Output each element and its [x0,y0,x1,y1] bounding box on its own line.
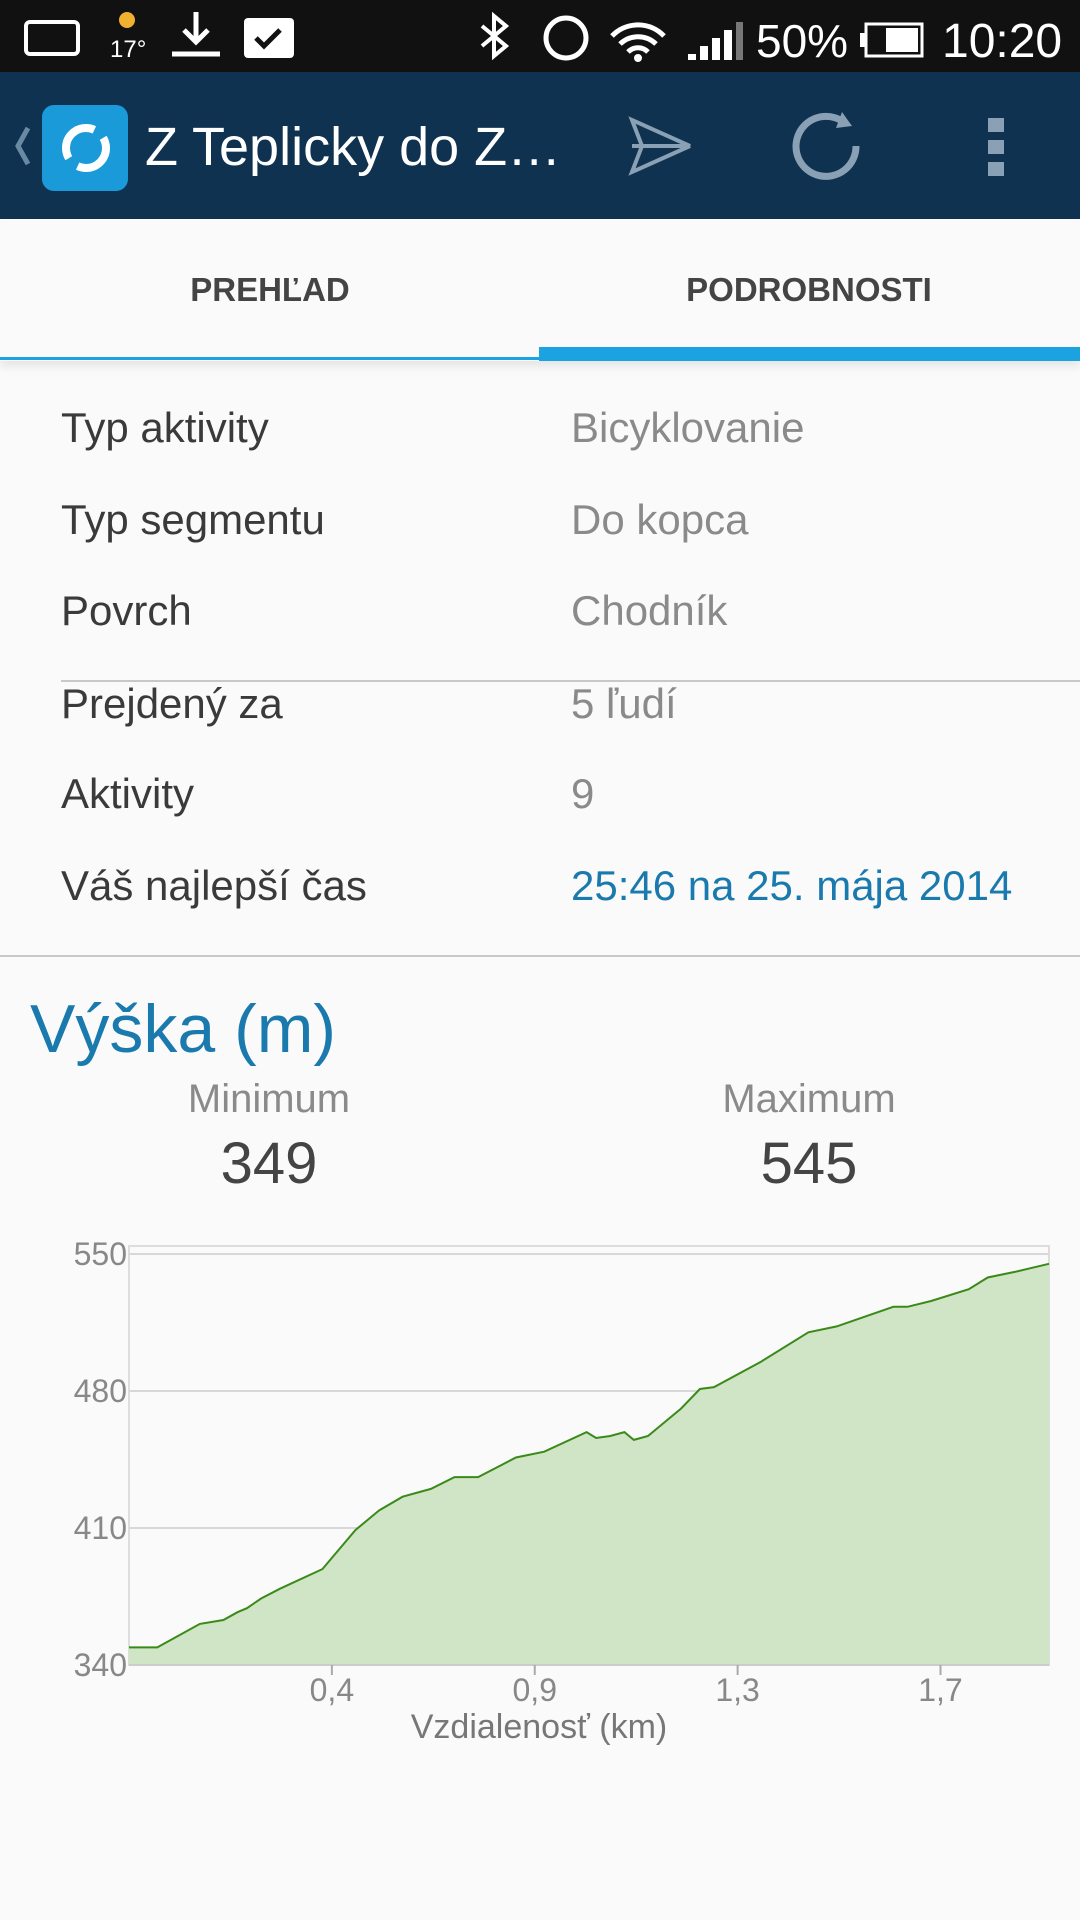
detail-value: Bicyklovanie [571,404,805,451]
detail-label: Prejdený za [61,680,283,727]
wifi-icon [610,22,666,54]
detail-label: Typ aktivity [61,404,269,451]
battery-tip [860,33,866,47]
detail-value: Do kopca [571,496,749,543]
menu-dot[interactable] [988,162,1004,176]
x-axis-label: Vzdialenosť (km) [411,1708,668,1746]
clock: 10:20 [942,15,1063,68]
y-tick-label: 410 [74,1510,127,1546]
refresh-arrow [836,112,852,128]
battery-percent: 50% [756,15,849,67]
tab-indicator [539,347,1080,361]
detail-value: 5 ľudí [571,680,677,727]
refresh-icon[interactable] [792,112,860,180]
signal-bar [736,22,743,60]
status-icons [24,11,924,62]
battery-saver-icon [24,20,80,56]
send-icon[interactable] [628,116,691,176]
tab[interactable]: PREHĽAD [190,271,350,308]
min-label: Minimum [187,1077,351,1121]
detail-label: Váš najlepší čas [61,862,367,909]
y-tick-label: 480 [74,1373,127,1409]
app-icon-ring [62,124,110,172]
menu-dot[interactable] [988,140,1004,154]
alarm-icon [543,15,589,61]
x-tick-label: 1,3 [715,1672,759,1708]
y-tick-label: 340 [74,1647,127,1683]
x-tick-label: 1,7 [918,1672,962,1708]
divider [61,680,1080,682]
signal-icon [688,30,732,60]
x-tick-label: 0,9 [513,1672,557,1708]
detail-label: Povrch [61,587,192,634]
divider [0,955,1080,957]
area-line [129,1262,1050,1649]
app-title: Z Teplicky do Z… [145,117,562,177]
menu-dot[interactable] [988,118,1004,132]
app-bar: Z Teplicky do Z… [0,72,1080,219]
app-bar-icons [15,105,1004,191]
check-icon [254,28,282,50]
x-tick-label: 0,4 [310,1672,354,1708]
tab-bar: PREHĽAD PODROBNOSTI [0,219,1080,361]
tab-underline [0,357,540,360]
download-icon [172,12,220,57]
wifi-dot [634,54,642,62]
min-value: 349 [220,1131,318,1196]
temperature: 17° [110,36,147,63]
bluetooth-icon [480,11,510,61]
status-bar: 17° 50% 10:20 [0,0,1080,72]
max-value: 545 [760,1131,858,1196]
elevation-chart: Vzdialenosť (km) 550 480 410 340 0,4 0,9 1,3 1,… [74,1236,1050,1746]
app-icon[interactable] [42,105,128,191]
battery-level [886,28,918,52]
max-label: Maximum [722,1077,896,1121]
weather-icon [119,12,135,28]
y-tick-label: 550 [74,1236,127,1272]
detail-value: Chodník [571,587,728,634]
section-title: Výška (m) [30,991,336,1067]
detail-value: 9 [571,770,595,817]
detail-label: Aktivity [61,770,195,817]
tab-selected[interactable]: PODROBNOSTI [686,271,932,308]
detail-label: Typ segmentu [61,496,325,543]
back-arrow[interactable] [15,126,31,166]
detail-value: 25:46 na 25. mája 2014 [571,862,1013,909]
area-fill [129,1263,1049,1665]
